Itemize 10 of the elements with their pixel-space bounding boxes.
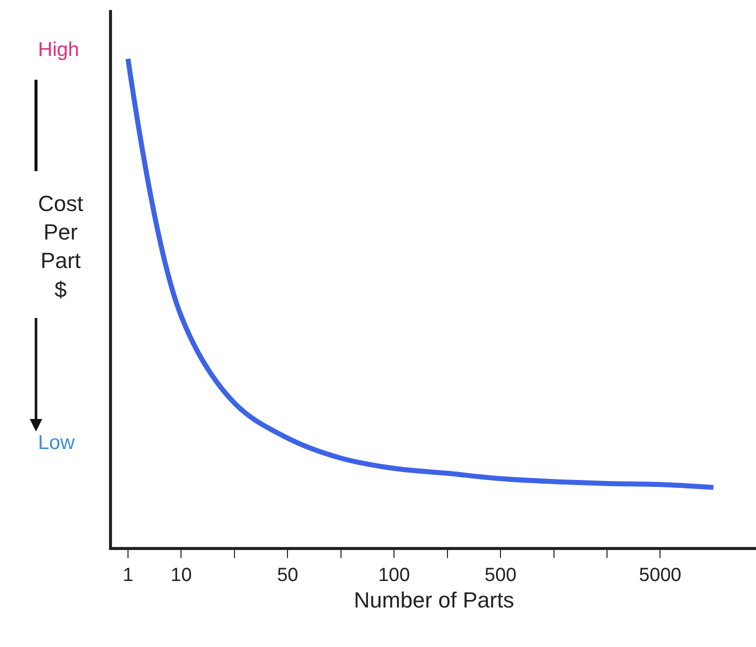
x-tick-label: 50 xyxy=(277,564,298,586)
x-tick-label: 500 xyxy=(484,564,516,586)
x-axis-title: Number of Parts xyxy=(354,588,514,613)
y-axis-title: Cost Per Part $ xyxy=(38,191,84,302)
text: High xyxy=(38,39,80,61)
text: Low xyxy=(38,432,76,454)
x-tick-label: 5000 xyxy=(639,564,682,586)
x-tick-label: 10 xyxy=(170,564,192,586)
x-tick-label: 1 xyxy=(122,564,134,586)
x-tick-label: 100 xyxy=(378,564,410,586)
